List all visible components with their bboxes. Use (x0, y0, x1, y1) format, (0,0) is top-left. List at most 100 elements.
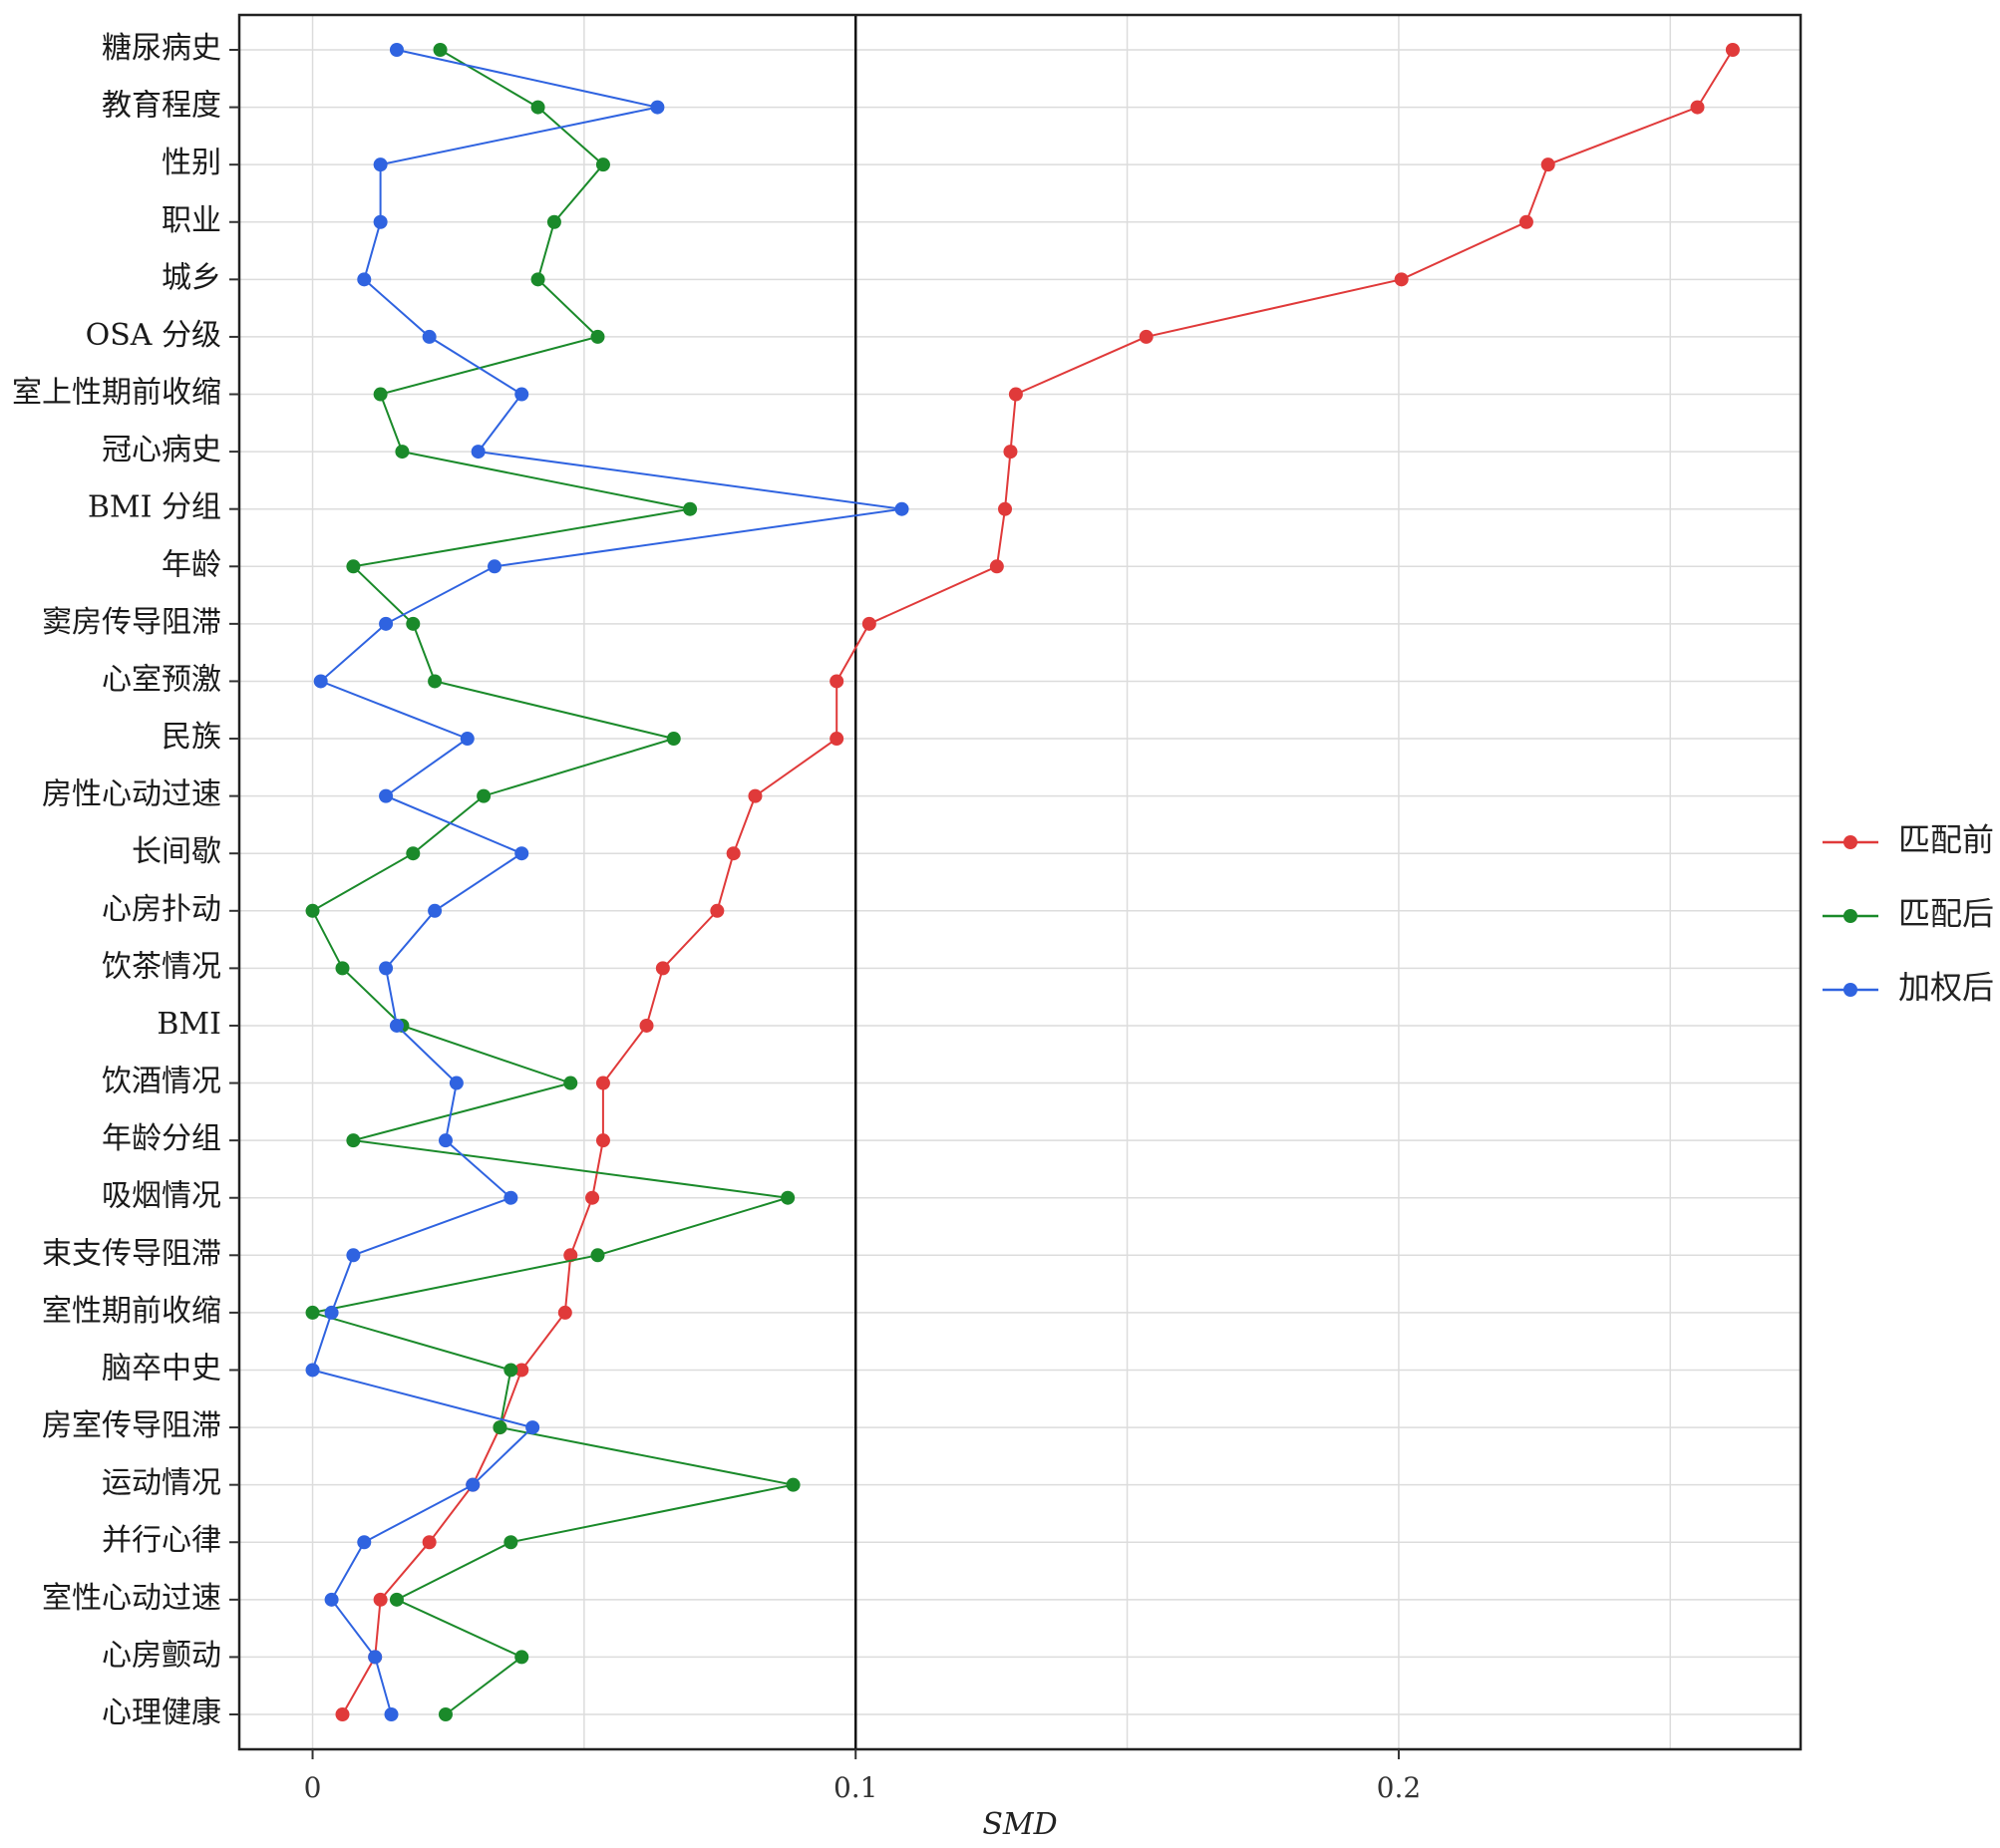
series-3 (305, 43, 909, 1721)
data-point (460, 732, 475, 747)
y-tick-label: 房性心动过速 (42, 777, 221, 812)
data-point (1725, 43, 1740, 57)
data-point (1008, 387, 1023, 402)
x-axis: 0 0.1 0.2 (304, 1749, 1422, 1804)
data-point (305, 903, 320, 918)
data-point (650, 100, 665, 115)
data-point (655, 961, 670, 976)
y-tick-label: 心房颤动 (102, 1638, 221, 1673)
y-tick-label: 年龄 (162, 547, 221, 582)
legend-key-point (1843, 835, 1857, 849)
data-point (346, 1248, 361, 1263)
data-point (1518, 214, 1533, 229)
data-point (395, 445, 410, 460)
data-point (357, 1535, 372, 1550)
data-point (666, 732, 681, 747)
data-point (595, 157, 610, 172)
x-axis-label: SMD (982, 1807, 1057, 1842)
series-line (341, 49, 1734, 1715)
legend-item: 加权后 (1823, 969, 1994, 1007)
legend-item: 匹配前 (1823, 821, 1994, 859)
legend-label: 匹配后 (1898, 895, 1994, 933)
data-point (726, 846, 741, 861)
series-layer (305, 43, 1740, 1721)
data-point (346, 559, 361, 574)
data-point (590, 329, 605, 344)
data-point (590, 1248, 605, 1263)
y-tick-label: 窦房传导阻滞 (42, 605, 221, 640)
data-point (503, 1535, 518, 1550)
legend-key-point (1843, 983, 1857, 997)
y-tick-label: 职业 (162, 203, 221, 238)
y-tick-label: 饮酒情况 (102, 1065, 221, 1099)
data-point (1690, 100, 1705, 115)
data-point (389, 1018, 404, 1033)
data-point (595, 1133, 610, 1148)
y-tick-label: OSA 分级 (86, 318, 221, 353)
data-point (406, 616, 421, 631)
data-point (379, 961, 394, 976)
data-point (514, 1363, 529, 1378)
series-2 (305, 43, 801, 1721)
data-point (373, 157, 388, 172)
data-point (503, 1190, 518, 1205)
data-point (368, 1650, 383, 1665)
y-tick-label: 心理健康 (102, 1695, 221, 1730)
series-line (311, 49, 902, 1715)
data-point (595, 1076, 610, 1090)
y-tick-label: 脑卒中史 (102, 1351, 221, 1386)
data-point (422, 329, 437, 344)
data-point (894, 501, 909, 516)
data-point (1003, 445, 1018, 460)
y-tick-label: 民族 (162, 720, 221, 755)
data-point (389, 43, 404, 57)
legend-label: 加权后 (1898, 969, 1994, 1007)
y-tick-label: 吸烟情况 (102, 1179, 221, 1214)
data-point (379, 788, 394, 803)
x-tick-label: 0.2 (1377, 1771, 1422, 1804)
y-tick-label: 糖尿病史 (102, 31, 221, 66)
data-point (514, 1650, 529, 1665)
data-point (830, 732, 844, 747)
data-point (389, 1592, 404, 1607)
data-point (493, 1420, 507, 1435)
y-tick-label: 室性心动过速 (42, 1581, 221, 1616)
data-point (379, 616, 394, 631)
y-tick-label: 束支传导阻滞 (42, 1236, 221, 1271)
data-point (313, 674, 328, 689)
data-point (861, 616, 876, 631)
data-point (422, 1535, 437, 1550)
y-tick-label: 长间歇 (132, 834, 221, 869)
data-point (710, 903, 725, 918)
data-point (357, 272, 372, 287)
data-point (683, 501, 698, 516)
y-tick-label: 运动情况 (102, 1466, 221, 1501)
y-tick-label: 年龄分组 (102, 1121, 221, 1156)
y-tick-label: 室上性期前收缩 (12, 376, 221, 411)
data-point (514, 387, 529, 402)
data-point (488, 559, 502, 574)
data-point (530, 100, 545, 115)
data-point (346, 1133, 361, 1148)
y-tick-label: 心房扑动 (102, 892, 221, 927)
data-point (428, 674, 443, 689)
series-line (311, 49, 794, 1715)
data-point (989, 559, 1004, 574)
data-point (525, 1420, 540, 1435)
series-1 (335, 43, 1740, 1721)
y-tick-label: 并行心律 (102, 1523, 221, 1558)
data-point (433, 43, 448, 57)
data-point (786, 1477, 801, 1492)
data-point (471, 445, 486, 460)
data-point (748, 788, 763, 803)
data-point (373, 214, 388, 229)
data-point (514, 846, 529, 861)
y-tick-label: BMI (157, 1007, 221, 1042)
data-point (585, 1190, 600, 1205)
y-tick-label: 饮茶情况 (102, 949, 221, 984)
data-point (466, 1477, 481, 1492)
data-point (324, 1592, 339, 1607)
